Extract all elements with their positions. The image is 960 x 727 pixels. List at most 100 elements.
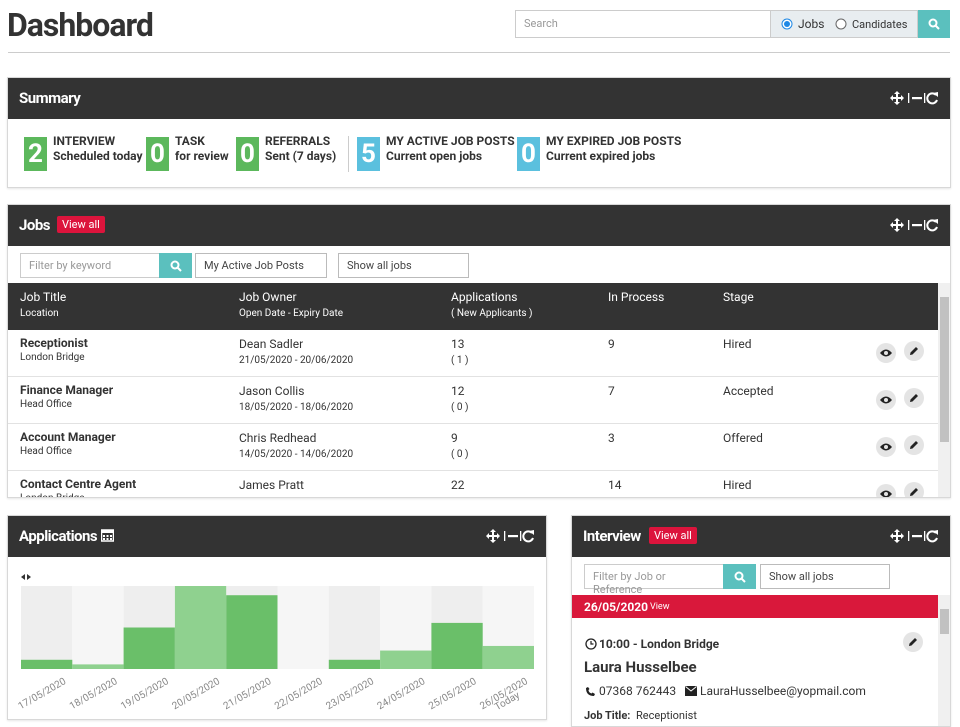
edit-button[interactable] bbox=[904, 388, 924, 408]
item-sub: Scheduled today bbox=[53, 149, 143, 163]
item-label: MY ACTIVE JOB POSTS bbox=[386, 134, 515, 148]
email[interactable]: LauraHusselbee@yopmail.com bbox=[700, 684, 866, 698]
count-box: 0 bbox=[146, 137, 169, 171]
count-box: 0 bbox=[517, 137, 540, 171]
posts-select[interactable]: My Active Job Posts bbox=[195, 253, 327, 278]
edit-button[interactable] bbox=[903, 632, 923, 652]
view-all[interactable]: View all bbox=[649, 527, 697, 544]
applications: 13 bbox=[451, 337, 465, 351]
job-dates: 18/05/2020 - 18/06/2020 bbox=[239, 402, 354, 413]
bar bbox=[380, 650, 432, 669]
stage: Accepted bbox=[723, 384, 774, 398]
panel-controls[interactable] bbox=[890, 528, 940, 547]
search-type: Jobs Candidates bbox=[770, 10, 918, 38]
job-row: Receptionist London Bridge Dean Sadler 21/0… bbox=[8, 330, 938, 377]
column-title: Stage bbox=[723, 290, 754, 304]
panel-title: Jobs bbox=[19, 216, 51, 234]
column-title: Applications bbox=[451, 290, 518, 304]
bar bbox=[431, 622, 483, 669]
column-sub: Open Date - Expiry Date bbox=[239, 308, 344, 319]
job-title: Receptionist bbox=[636, 709, 697, 722]
edit-button[interactable] bbox=[904, 482, 924, 497]
panel-controls[interactable] bbox=[890, 217, 940, 236]
job-dates: 21/05/2020 - 20/06/2020 bbox=[239, 355, 354, 366]
interview-panel: Interview View all Filter by Job or Refer… bbox=[571, 515, 951, 727]
x-tick-label: 18/05/2020 bbox=[68, 676, 120, 712]
search-button[interactable] bbox=[918, 10, 950, 38]
job-location: London Bridge bbox=[20, 352, 85, 363]
filter-input[interactable]: Filter by Job or Reference bbox=[584, 564, 724, 596]
view-all[interactable]: View all bbox=[57, 216, 105, 233]
job-row: Contact Centre Agent London Bridge James P… bbox=[8, 471, 938, 497]
x-tick-label: 19/05/2020 bbox=[119, 676, 171, 712]
scrollbar[interactable] bbox=[938, 283, 950, 497]
job-location: Head Office bbox=[20, 399, 72, 410]
edit-button[interactable] bbox=[904, 341, 924, 361]
view-button[interactable] bbox=[876, 437, 896, 457]
bar bbox=[328, 659, 381, 669]
job-row: Account Manager Head Office Chris Redhead 1… bbox=[8, 424, 938, 471]
item-label: MY EXPIRED JOB POSTS bbox=[546, 134, 682, 148]
jobs-select[interactable]: Show all jobs bbox=[338, 253, 469, 278]
radio-jobs[interactable] bbox=[781, 18, 793, 30]
view-button[interactable] bbox=[876, 343, 896, 363]
view-button[interactable] bbox=[876, 390, 896, 410]
x-tick-label: 23/05/2020 bbox=[324, 676, 376, 712]
applications-chart: 17/05/2020 18/05/2020 19/05/2020 20/05/2020… bbox=[17, 574, 534, 713]
date-view[interactable]: View bbox=[650, 602, 670, 612]
stage: Hired bbox=[723, 337, 752, 351]
bar bbox=[21, 659, 73, 669]
scrollbar[interactable] bbox=[938, 595, 950, 726]
panel-controls[interactable] bbox=[486, 528, 536, 547]
date-bar: 26/05/2020 View bbox=[572, 595, 938, 618]
panel-title: Applications bbox=[19, 527, 98, 545]
new-applicants: ( 0 ) bbox=[451, 402, 469, 413]
job-title-label: Job Title: bbox=[584, 709, 631, 722]
jobs-select[interactable]: Show all jobs bbox=[760, 564, 890, 589]
job-owner: James Pratt bbox=[239, 478, 304, 492]
column-title: Job Title bbox=[20, 290, 67, 304]
item-label: INTERVIEW bbox=[53, 134, 116, 148]
in-process: 14 bbox=[608, 478, 622, 492]
column-bg bbox=[328, 586, 381, 669]
new-applicants: ( 1 ) bbox=[451, 355, 469, 366]
divider bbox=[8, 52, 950, 53]
bar bbox=[174, 586, 227, 669]
phone: 07368 762443 bbox=[599, 684, 677, 698]
job-owner: Dean Sadler bbox=[239, 337, 304, 351]
interview-time: 10:00 - London Bridge bbox=[599, 637, 720, 651]
x-tick-label: 22/05/2020 bbox=[273, 676, 325, 712]
bar bbox=[72, 664, 124, 669]
view-button[interactable] bbox=[876, 484, 896, 497]
table-header: Job Title Location Job Owner Open Date - Ex… bbox=[8, 283, 938, 330]
applications: 12 bbox=[451, 384, 465, 398]
item-sub: Sent (7 days) bbox=[265, 149, 337, 163]
filter-button[interactable] bbox=[723, 564, 756, 589]
bar bbox=[123, 627, 175, 669]
column-bg bbox=[277, 586, 329, 669]
search-input[interactable]: Search bbox=[515, 10, 771, 38]
x-tick-label: 21/05/2020 bbox=[222, 676, 274, 712]
x-tick-label: 17/05/2020 bbox=[17, 676, 69, 712]
column-title: In Process bbox=[608, 290, 665, 304]
panel-header: Jobs View all bbox=[8, 205, 950, 246]
jobs-panel: Jobs View all Filter by keyword My Active… bbox=[7, 204, 951, 498]
filter-input[interactable]: Filter by keyword bbox=[20, 253, 160, 278]
job-row: Finance Manager Head Office Jason Collis 18… bbox=[8, 377, 938, 424]
x-tick-label: 25/05/2020 bbox=[427, 676, 479, 712]
column-title: Job Owner bbox=[239, 290, 297, 304]
item-sub: for review bbox=[175, 149, 229, 163]
item-label: REFERRALS bbox=[265, 134, 331, 148]
filter-button[interactable] bbox=[159, 253, 192, 278]
count-box: 0 bbox=[236, 137, 259, 171]
panel-header: Summary bbox=[8, 78, 950, 119]
radio-candidates[interactable] bbox=[835, 18, 847, 30]
bar bbox=[226, 595, 278, 669]
applications: 22 bbox=[451, 478, 465, 492]
candidate-name[interactable]: Laura Husselbee bbox=[584, 658, 697, 676]
panel-controls[interactable] bbox=[890, 90, 940, 109]
date: 26/05/2020 bbox=[584, 600, 648, 614]
edit-button[interactable] bbox=[904, 435, 924, 455]
summary-panel: Summary 2 INTERVIEW Scheduled today 0 TASK fo… bbox=[7, 77, 951, 188]
